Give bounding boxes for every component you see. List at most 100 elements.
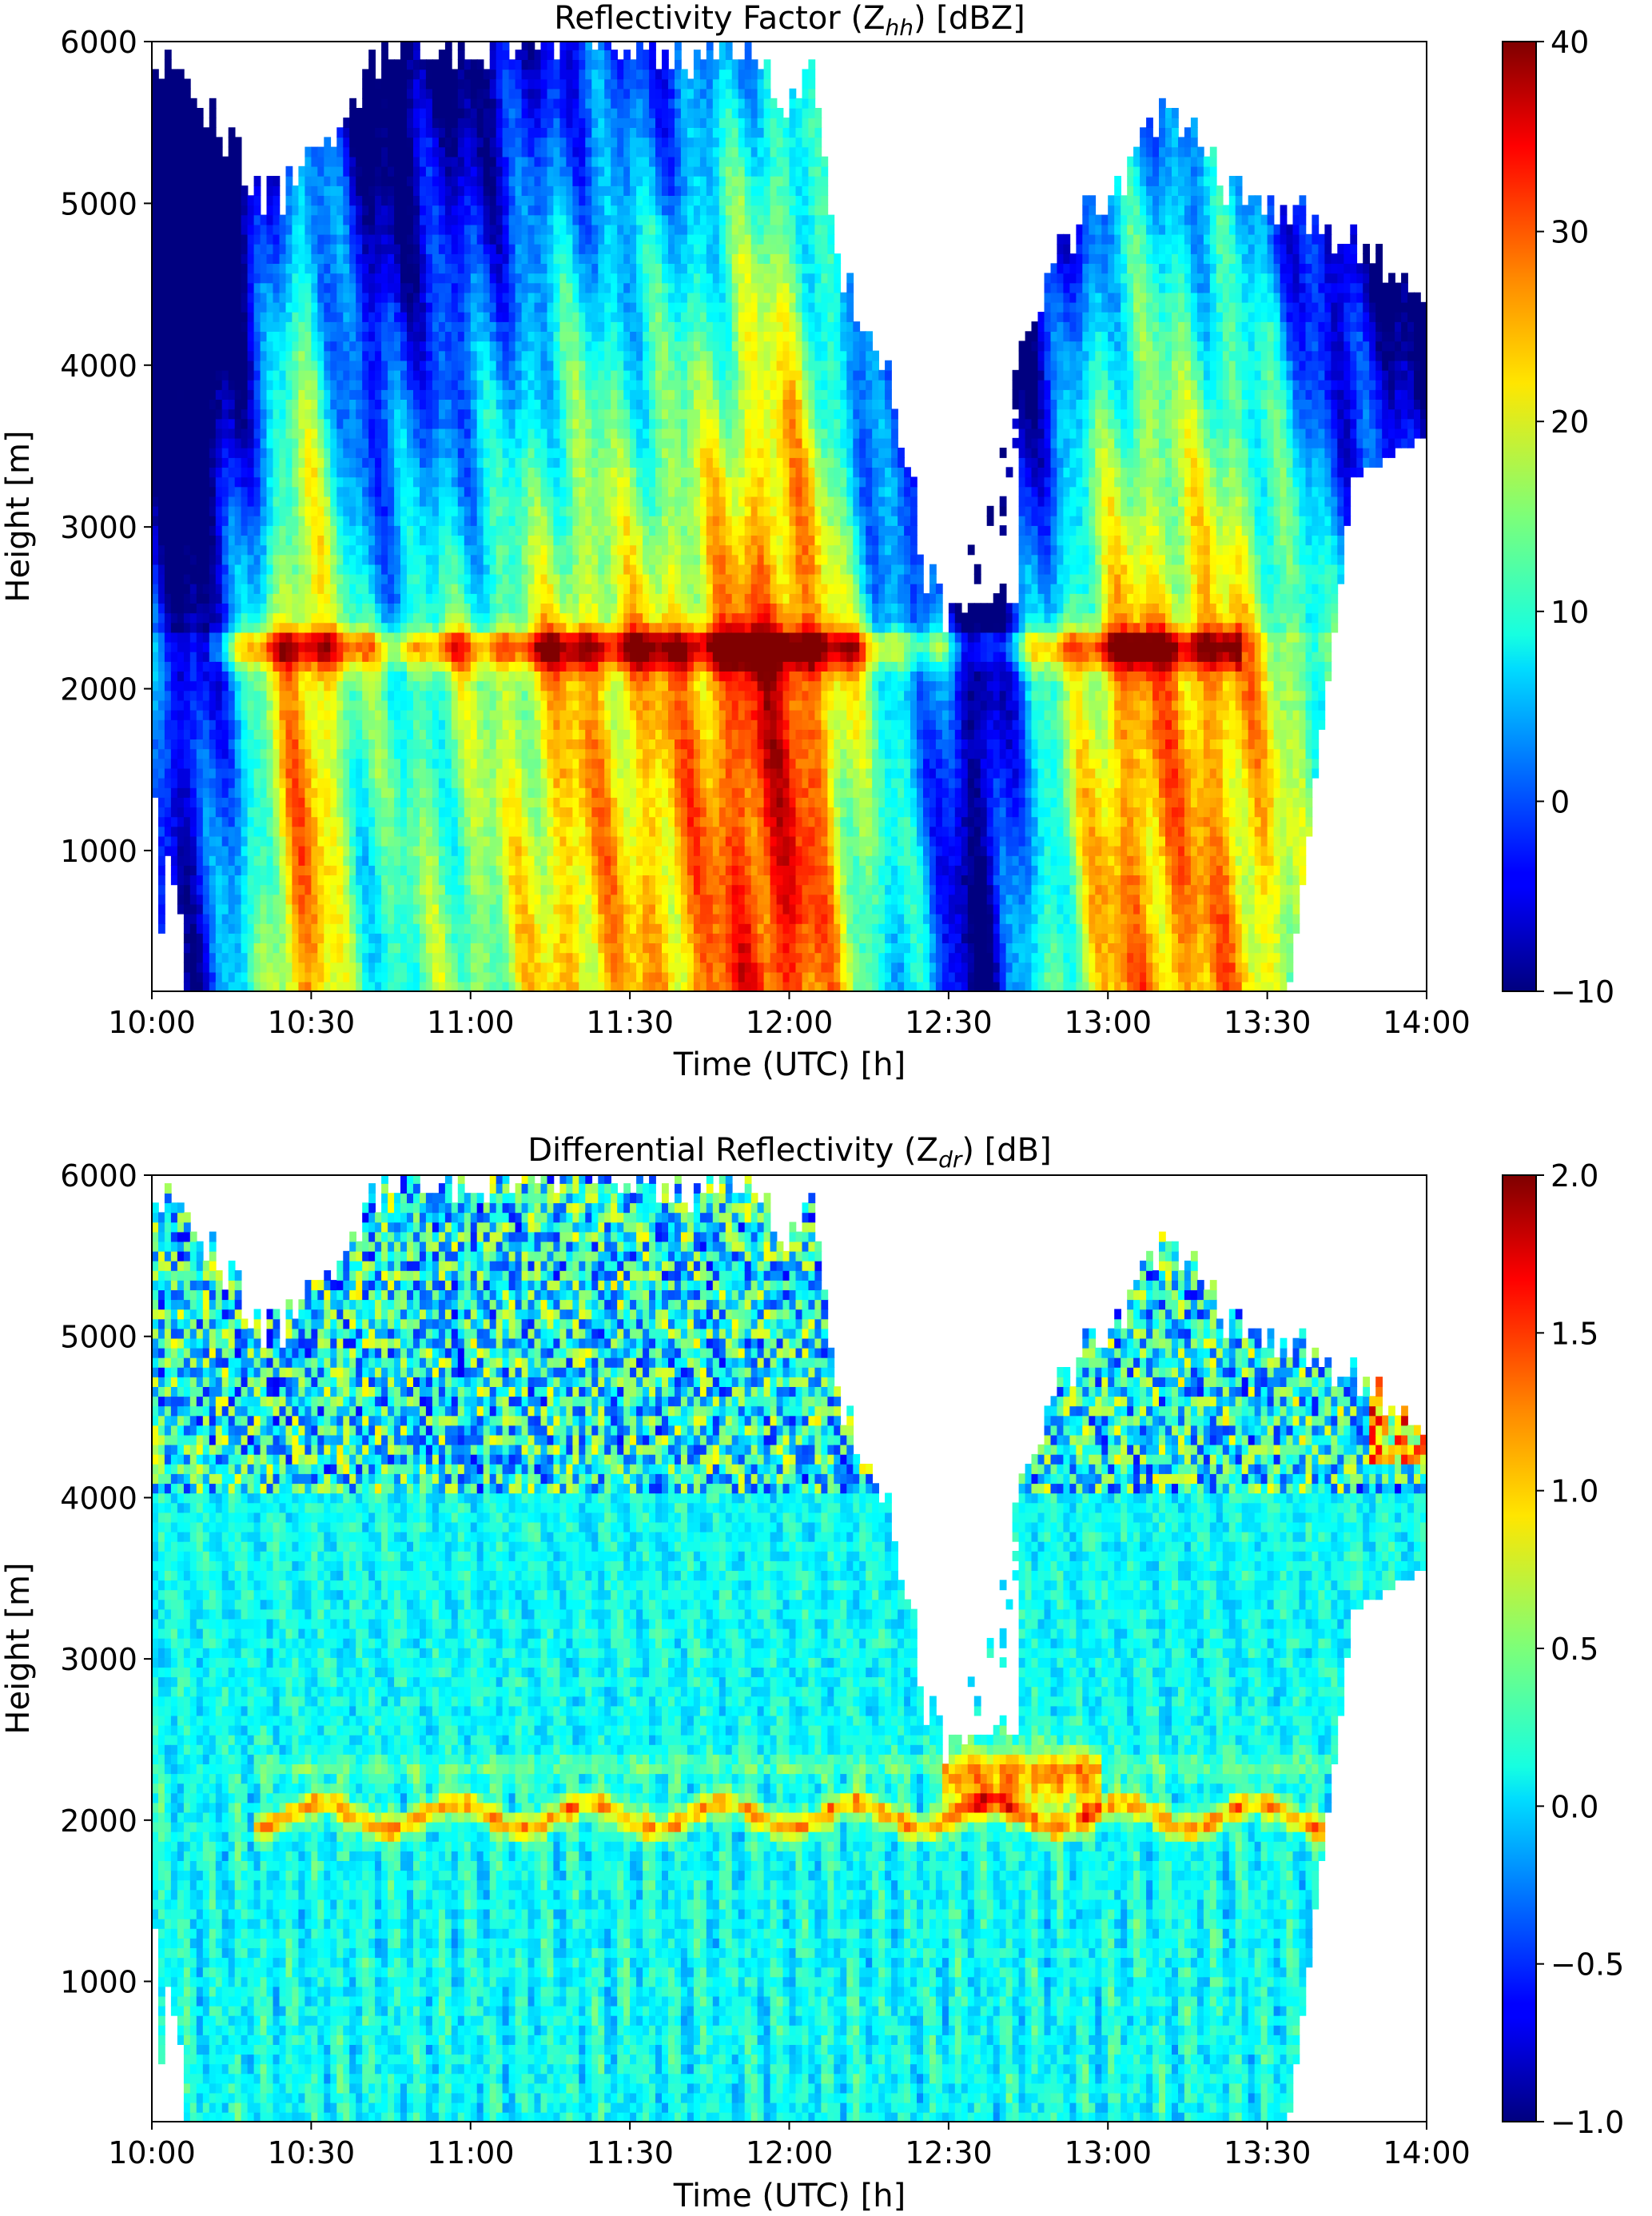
heatmap-cell (375, 807, 382, 818)
heatmap-cell (432, 544, 440, 556)
heatmap-cell (164, 661, 172, 672)
heatmap-cell (394, 554, 401, 565)
heatmap-cell (438, 661, 446, 672)
heatmap-cell (444, 641, 452, 652)
heatmap-cell (209, 855, 217, 866)
heatmap-cell (273, 787, 281, 798)
heatmap-cell (407, 573, 414, 584)
heatmap-cell (221, 321, 229, 332)
heatmap-cell (444, 457, 452, 468)
heatmap-cell (413, 88, 420, 99)
heatmap-cell (228, 341, 236, 352)
heatmap-cell (292, 903, 300, 915)
heatmap-cell (183, 632, 191, 643)
heatmap-cell (260, 399, 268, 410)
heatmap-cell (381, 263, 388, 274)
heatmap-cell (362, 205, 369, 216)
heatmap-cell (483, 739, 491, 750)
heatmap-cell (464, 952, 472, 963)
heatmap-cell (420, 981, 427, 991)
heatmap-cell (470, 428, 478, 439)
heatmap-cell (388, 748, 395, 759)
heatmap-cell (247, 952, 255, 963)
heatmap-cell (152, 341, 159, 352)
heatmap-cell (260, 584, 268, 594)
heatmap-cell (196, 787, 204, 798)
heatmap-cell (451, 457, 459, 468)
heatmap-cell (324, 593, 332, 604)
heatmap-cell (215, 767, 223, 779)
heatmap-cell (273, 913, 281, 924)
heatmap-cell (476, 486, 484, 497)
heatmap-cell (368, 680, 376, 692)
heatmap-cell (400, 573, 408, 584)
heatmap-cell (311, 214, 319, 225)
heatmap-cell (324, 612, 332, 624)
heatmap-cell (438, 98, 446, 109)
heatmap-cell (189, 981, 197, 991)
heatmap-cell (202, 544, 210, 556)
heatmap-cell (170, 273, 178, 284)
heatmap-cell (170, 457, 178, 468)
heatmap-cell (381, 894, 388, 905)
heatmap-cell (451, 767, 459, 779)
heatmap-cell (266, 437, 274, 448)
heatmap-cell (202, 564, 210, 575)
heatmap-cell (425, 118, 433, 128)
heatmap-cell (470, 787, 478, 798)
heatmap-cell (444, 671, 452, 682)
heatmap-cell (407, 913, 414, 924)
heatmap-cell (228, 224, 236, 235)
heatmap-cell (202, 535, 210, 546)
heatmap-cell (209, 816, 217, 827)
heatmap-cell (483, 767, 491, 779)
heatmap-cell (438, 671, 446, 682)
heatmap-cell (273, 399, 281, 410)
heatmap-cell (483, 399, 491, 410)
heatmap-cell (438, 719, 446, 730)
heatmap-cell (228, 845, 236, 856)
heatmap-cell (298, 214, 306, 225)
heatmap-cell (183, 719, 191, 730)
heatmap-cell (349, 205, 356, 216)
heatmap-cell (420, 554, 427, 565)
heatmap-cell (470, 699, 478, 711)
heatmap-cell (202, 554, 210, 565)
heatmap-cell (336, 476, 344, 488)
heatmap-cell (388, 603, 395, 614)
heatmap-cell (324, 535, 332, 546)
heatmap-cell (202, 787, 210, 798)
heatmap-cell (260, 505, 268, 516)
heatmap-cell (196, 709, 204, 720)
heatmap-cell (164, 709, 172, 720)
heatmap-cell (298, 564, 306, 575)
heatmap-cell (407, 360, 414, 371)
heatmap-cell (170, 331, 178, 342)
heatmap-cell (317, 690, 325, 701)
heatmap-cell (464, 739, 472, 750)
heatmap-cell (444, 253, 452, 264)
heatmap-cell (444, 312, 452, 322)
heatmap-cell (413, 612, 420, 624)
heatmap-cell (285, 603, 293, 614)
heatmap-cell (260, 350, 268, 361)
heatmap-cell (425, 845, 433, 856)
heatmap-cell (476, 845, 484, 856)
heatmap-cell (413, 652, 420, 662)
heatmap-cell (444, 525, 452, 536)
heatmap-cell (158, 729, 165, 739)
heatmap-cell (420, 312, 427, 322)
heatmap-cell (343, 816, 351, 827)
heatmap-cell (330, 292, 338, 303)
heatmap-cell (177, 214, 185, 225)
heatmap-cell (202, 389, 210, 400)
heatmap-cell (489, 467, 497, 478)
heatmap-cell (349, 146, 356, 157)
heatmap-cell (317, 593, 325, 604)
heatmap-cell (356, 641, 363, 652)
heatmap-cell (215, 516, 223, 526)
heatmap-cell (241, 389, 249, 400)
heatmap-cell (470, 943, 478, 954)
heatmap-cell (464, 428, 472, 439)
heatmap-cell (170, 369, 178, 381)
